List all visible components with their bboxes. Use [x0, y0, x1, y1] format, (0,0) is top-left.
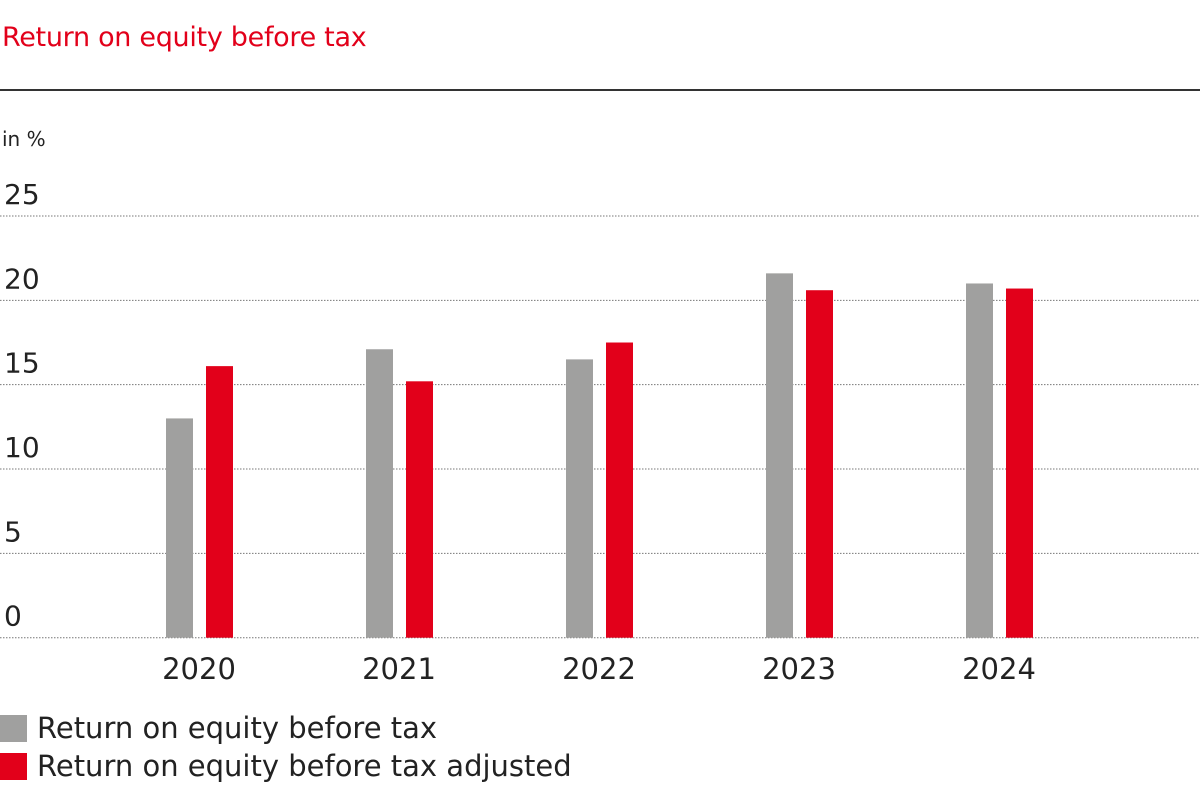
bar-2022-series-1: [606, 342, 633, 638]
y-tick-label: 0: [4, 600, 22, 633]
bar-2020-series-0: [166, 418, 193, 638]
legend-label: Return on equity before tax: [37, 711, 438, 745]
bar-2023-series-1: [806, 290, 833, 638]
chart-title: Return on equity before tax: [2, 22, 367, 53]
bar-2021-series-0: [366, 349, 393, 638]
x-tick-label: 2020: [162, 652, 236, 686]
y-axis-unit-label: in %: [2, 127, 46, 151]
bar-chart: 0 5 10 15 20 25 2020 2021 2022 2023 2024: [0, 178, 1200, 686]
bar-2022-series-0: [566, 359, 593, 638]
y-tick-label: 5: [4, 515, 22, 548]
y-tick-label: 15: [4, 347, 40, 380]
bar-2023-series-0: [766, 273, 793, 638]
bar-2021-series-1: [406, 381, 433, 638]
bar-2024-series-0: [966, 283, 993, 638]
bar-2020-series-1: [206, 366, 233, 638]
legend-swatch-red: [0, 752, 27, 780]
x-tick-label: 2023: [762, 652, 836, 686]
x-tick-label: 2022: [562, 652, 636, 686]
title-divider: [0, 89, 1200, 91]
y-tick-label: 20: [4, 262, 40, 295]
legend-swatch-gray: [0, 714, 27, 742]
y-tick-label: 25: [4, 178, 40, 211]
bar-2024-series-1: [1006, 288, 1033, 638]
x-tick-label: 2021: [362, 652, 436, 686]
y-tick-label: 10: [4, 431, 40, 464]
x-tick-label: 2024: [962, 652, 1036, 686]
legend-item-0: Return on equity before tax: [0, 711, 437, 745]
legend-label: Return on equity before tax adjusted: [37, 749, 572, 783]
legend-item-1: Return on equity before tax adjusted: [0, 749, 572, 783]
